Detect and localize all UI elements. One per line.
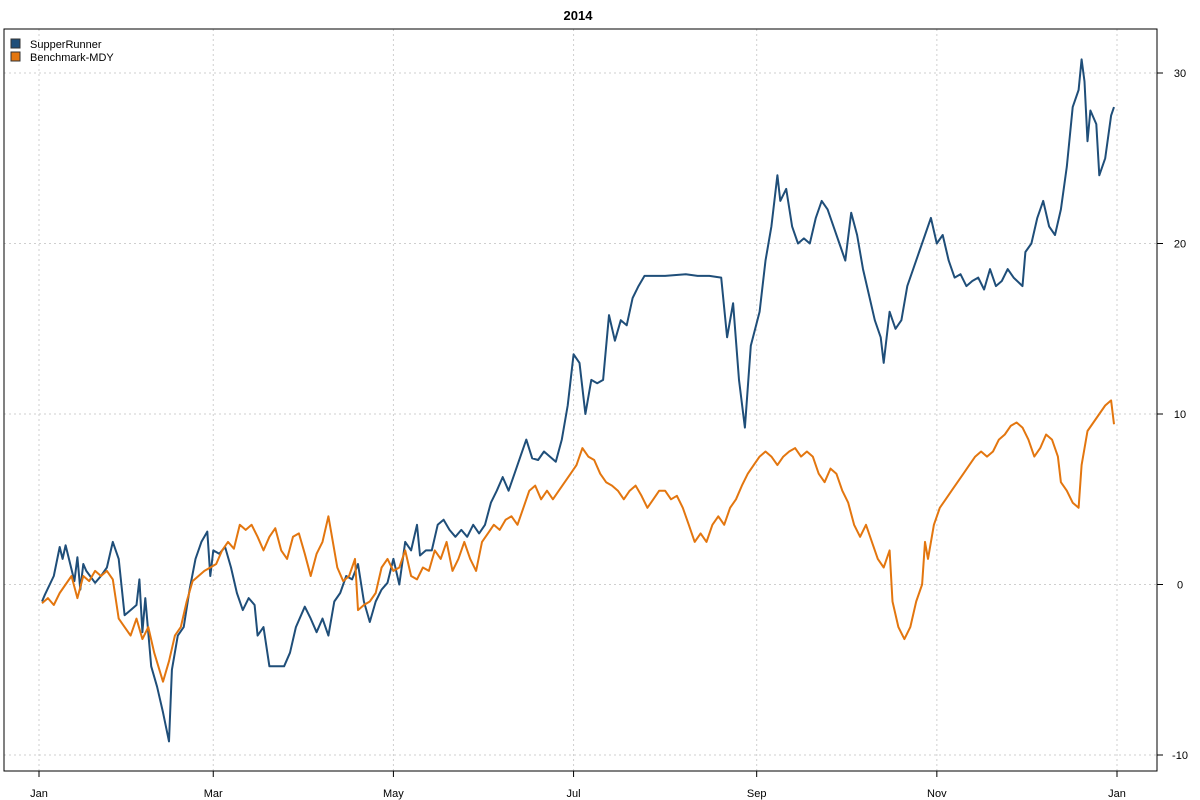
axes-layer: Jan Mar May Jul Sep Nov Jan -10 0 10 20 30 (30, 68, 1188, 800)
y-tick-label: 10 (1174, 409, 1186, 421)
y-tick-label: 20 (1174, 239, 1186, 251)
legend-label: Benchmark-MDY (30, 52, 114, 64)
y-tick-label: 0 (1177, 580, 1183, 592)
chart-title: 2014 (564, 8, 594, 23)
series-line-0 (41, 58, 1115, 743)
x-tick-label: Sep (747, 788, 767, 800)
x-tick-label: Nov (927, 788, 947, 800)
series-layer (41, 58, 1115, 743)
legend-label: SupperRunner (30, 39, 102, 51)
y-tick-label: 30 (1174, 68, 1186, 80)
x-tick-label: Mar (204, 788, 223, 800)
x-tick-label: May (383, 788, 404, 800)
legend-swatch (10, 38, 21, 49)
y-tick-label: -10 (1172, 750, 1188, 762)
x-tick-label: Jul (567, 788, 581, 800)
series-line-1 (41, 399, 1115, 683)
plot-frame (3, 28, 1158, 772)
grid-layer (4, 29, 1157, 771)
x-tick-label: Jan (30, 788, 48, 800)
x-tick-label: Jan (1108, 788, 1126, 800)
legend-swatch (10, 51, 21, 62)
